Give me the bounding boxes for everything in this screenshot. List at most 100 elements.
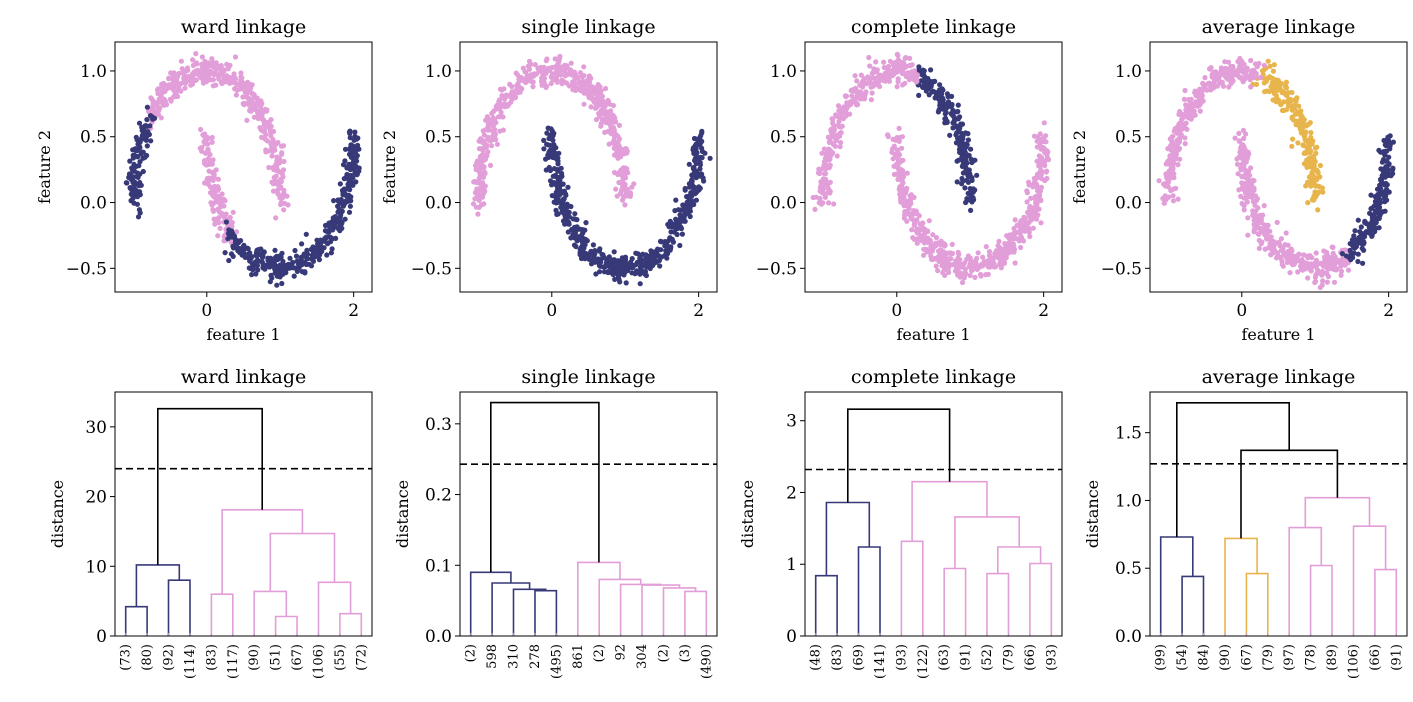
data-point: [301, 253, 307, 259]
data-point: [896, 138, 902, 144]
data-point: [327, 225, 333, 231]
y-tick-label: 0.5: [770, 128, 797, 148]
data-point: [892, 152, 898, 158]
data-point: [1012, 217, 1018, 223]
data-point: [513, 70, 519, 76]
dendrogram-panel-3: complete linkage 0 1 2 3 (48) (83) (69) (141) (93…: [738, 366, 1063, 679]
data-point: [1245, 232, 1251, 238]
data-point: [556, 150, 562, 156]
data-point: [1382, 199, 1388, 205]
merge-link-1: [534, 589, 558, 636]
merge-link-2: [857, 546, 881, 636]
data-point: [215, 233, 221, 239]
data-point: [933, 89, 939, 96]
data-point: [217, 193, 223, 199]
data-point: [233, 92, 239, 98]
data-point: [1239, 180, 1245, 186]
data-point: [1238, 147, 1244, 153]
data-point: [509, 83, 515, 90]
data-point: [949, 241, 955, 247]
data-point: [338, 212, 344, 218]
scatter-panel-2: single linkage 0 2 −0.5 0.0 0.5 1.0 feature 2: [380, 16, 718, 321]
data-point: [136, 207, 142, 213]
y-tick-label: 0.2: [425, 486, 452, 506]
data-point: [608, 260, 615, 267]
data-point: [965, 253, 972, 259]
data-point: [815, 170, 822, 176]
data-point: [207, 152, 213, 158]
data-point: [528, 78, 534, 84]
data-point: [348, 198, 354, 204]
data-point: [686, 161, 692, 167]
data-point: [622, 175, 629, 181]
y-axis-label: feature 2: [380, 130, 399, 204]
data-point: [1385, 134, 1391, 140]
data-point: [1266, 234, 1272, 240]
data-point: [1305, 261, 1311, 267]
data-point: [202, 131, 208, 137]
data-point: [575, 234, 581, 240]
data-point: [127, 158, 133, 164]
data-point: [1269, 243, 1276, 250]
merge-link-7: [1374, 568, 1398, 636]
data-point: [1261, 62, 1267, 68]
data-point: [215, 176, 221, 182]
data-point: [962, 150, 968, 156]
data-point: [346, 209, 353, 215]
data-point: [140, 168, 146, 175]
data-point: [247, 250, 253, 256]
cluster-1-navy: [913, 64, 980, 213]
data-point: [622, 169, 628, 176]
data-point: [967, 261, 973, 267]
data-point: [344, 186, 350, 192]
data-point: [623, 268, 629, 275]
y-tick-label: 0.3: [425, 415, 452, 435]
data-point: [562, 215, 569, 221]
data-point: [1184, 126, 1190, 132]
data-point: [1336, 259, 1342, 265]
data-point: [588, 261, 595, 267]
leaf-label: (93): [894, 644, 909, 671]
data-point: [1163, 172, 1169, 178]
data-point: [336, 206, 342, 212]
data-point: [322, 236, 328, 242]
data-point: [927, 237, 933, 243]
data-point: [1261, 203, 1267, 209]
data-point: [698, 133, 704, 139]
data-point: [233, 229, 240, 235]
data-point: [1216, 78, 1223, 84]
data-point: [556, 198, 562, 204]
data-point: [1376, 215, 1382, 221]
data-point: [690, 145, 697, 151]
data-point: [641, 263, 647, 269]
data-point: [139, 124, 145, 130]
data-point: [627, 263, 633, 269]
data-point: [935, 248, 942, 254]
data-point: [1368, 192, 1374, 198]
data-point: [193, 51, 199, 57]
data-point: [1347, 247, 1353, 253]
data-point: [577, 70, 584, 76]
data-point: [956, 251, 962, 257]
data-point: [691, 201, 697, 208]
data-point: [1256, 237, 1262, 243]
data-point: [1011, 225, 1017, 232]
data-point: [1196, 102, 1202, 108]
data-point: [1295, 121, 1301, 127]
data-point: [1379, 159, 1385, 165]
data-point: [258, 252, 264, 258]
data-point: [904, 218, 910, 224]
merge-link-2: [167, 579, 191, 636]
data-point: [1182, 87, 1188, 94]
data-point: [1277, 86, 1283, 92]
panel-title: complete linkage: [851, 16, 1016, 38]
dendrogram-panel-1: ward linkage 0 10 20 30 (73) (80) (92) (114) (83)…: [48, 366, 373, 679]
data-point: [493, 103, 499, 109]
data-point: [611, 249, 617, 255]
data-point: [1343, 253, 1349, 259]
data-point: [813, 194, 819, 200]
data-point: [588, 92, 594, 99]
data-point: [161, 102, 167, 108]
leaf-label: (73): [119, 644, 134, 671]
data-point: [179, 66, 185, 72]
